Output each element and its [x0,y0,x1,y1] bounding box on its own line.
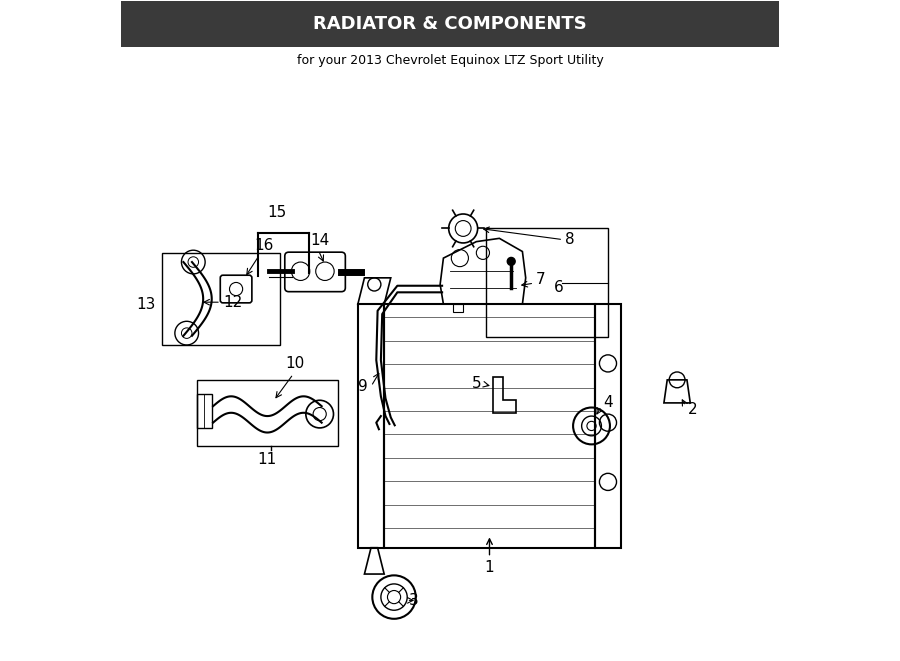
Circle shape [508,257,515,265]
Text: 13: 13 [137,297,156,312]
Bar [196,380,338,446]
Bar [196,394,212,428]
Text: 12: 12 [223,295,242,310]
Text: 7: 7 [536,272,545,287]
Text: 10: 10 [285,356,305,371]
Text: 16: 16 [255,238,274,253]
Text: 4: 4 [603,395,613,410]
Text: 5: 5 [472,375,482,391]
Text: 6: 6 [554,280,563,295]
Bar [121,1,779,48]
Text: for your 2013 Chevrolet Equinox LTZ Sport Utility: for your 2013 Chevrolet Equinox LTZ Spor… [297,54,603,67]
Text: 14: 14 [310,233,329,248]
Text: 9: 9 [358,379,368,394]
Text: 8: 8 [565,232,575,247]
Text: 11: 11 [257,452,276,467]
Text: 3: 3 [410,593,418,608]
Bar [486,229,608,337]
Bar [162,253,280,345]
Text: RADIATOR & COMPONENTS: RADIATOR & COMPONENTS [313,15,587,34]
Text: 15: 15 [267,205,286,220]
Text: 1: 1 [485,560,494,575]
Text: 2: 2 [688,402,698,417]
